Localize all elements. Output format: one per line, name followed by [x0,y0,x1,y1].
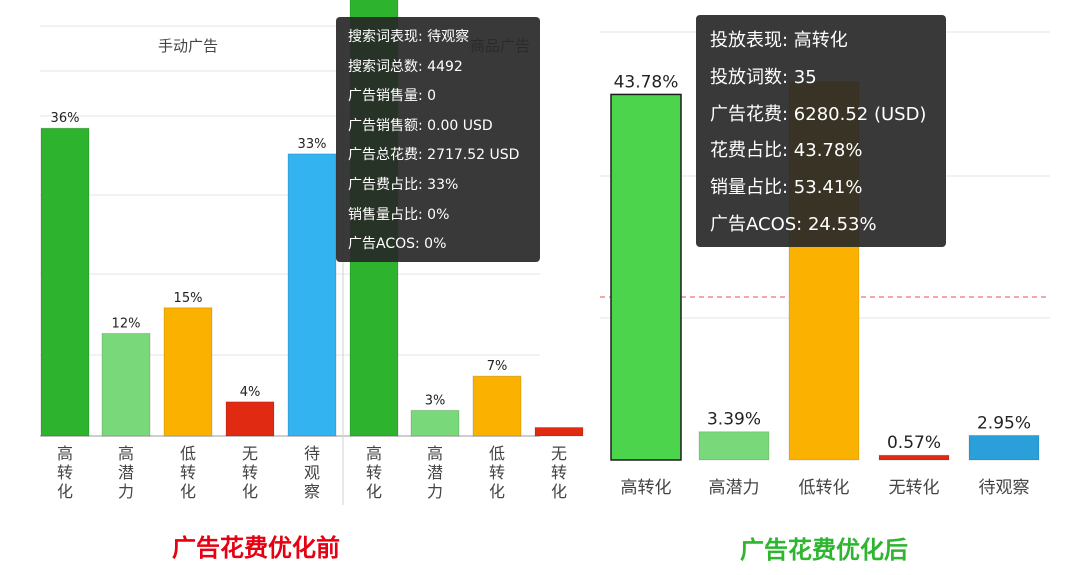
tooltip-before-row-7: 广告ACOS: 0% [348,236,447,253]
value-label-0-2: 15% [174,291,203,306]
category-label-1-0-2: 化 [366,482,382,501]
category-label-1-3-0: 无 [551,444,567,463]
tooltip-before-row-1: 搜索词总数: 4492 [348,58,463,75]
tooltip-before: 搜索词表现: 待观察 搜索词总数: 4492 广告销售量: 0 广告销售额: 0.00… [336,17,540,262]
tooltip-after-row-3: 花费占比: 43.78% [710,140,863,162]
category-label-1-2-0: 低 [489,444,505,463]
group-title-0: 手动广告 [158,37,218,55]
tooltip-before-row-6: 销售量占比: 0% [348,206,450,223]
category-label-1-1-1: 潜 [427,463,443,482]
tooltip-after-row-4: 销量占比: 53.41% [710,177,863,199]
category-label-after-2: 低转化 [799,478,850,498]
tooltip-before-row-2: 广告销售量: 0 [348,88,437,105]
category-label-after-4: 待观察 [979,478,1030,498]
bar-1-1 [410,409,460,437]
tooltip-before-row-4: 广告总花费: 2717.52 USD [348,147,520,164]
value-label-1-2: 7% [487,359,508,374]
caption-after: 广告花费优化后 [740,536,908,564]
category-label-0-4-2: 察 [304,482,320,501]
category-label-0-3-1: 转 [242,463,258,482]
category-label-0-0-0: 高 [57,444,73,463]
category-label-0-1-2: 力 [118,482,134,501]
value-label-after-4: 2.95% [977,413,1031,433]
category-label-0-3-0: 无 [242,444,258,463]
bar-after-4 [968,434,1040,461]
category-label-0-4-0: 待 [304,444,320,463]
bar-0-4 [287,153,337,437]
category-label-after-1: 高潜力 [709,478,760,498]
tooltip-before-row-5: 广告费占比: 33% [348,176,459,193]
category-label-1-2-1: 转 [489,463,505,482]
bar-1-3 [534,426,584,437]
category-label-1-3-2: 化 [551,482,567,501]
bar-after-0 [610,93,682,461]
tooltip-before-row-0: 搜索词表现: 待观察 [348,29,470,45]
category-label-1-0-1: 转 [366,463,382,482]
value-label-after-0: 43.78% [614,72,679,92]
bar-after-3 [878,454,950,461]
category-label-0-4-1: 观 [304,463,320,482]
category-label-0-0-2: 化 [57,482,73,501]
tooltip-after: 投放表现: 高转化 投放词数: 35 广告花费: 6280.52 (USD) 花费占比… [696,15,946,247]
category-label-after-3: 无转化 [889,478,940,498]
tooltip-after-row-1: 投放词数: 35 [710,66,817,88]
value-label-0-3: 4% [240,385,261,400]
tooltip-after-row-2: 广告花费: 6280.52 (USD) [710,103,927,125]
value-label-after-1: 3.39% [707,410,761,430]
bar-0-0 [40,127,90,437]
bar-0-1 [101,332,151,437]
bar-after-1 [698,431,770,461]
category-label-1-1-2: 力 [427,482,443,501]
bar-1-2 [472,375,522,437]
value-label-after-3: 0.57% [887,433,941,453]
category-label-0-2-0: 低 [180,444,196,463]
bar-0-3 [225,401,275,437]
value-label-1-1: 3% [425,393,446,408]
bar-0-2 [163,307,213,437]
value-label-0-4: 33% [298,137,327,152]
category-label-0-2-1: 转 [180,463,196,482]
category-label-after-0: 高转化 [621,478,672,498]
category-label-1-1-0: 高 [427,444,443,463]
tooltip-after-row-0: 投放表现: 高转化 [710,30,848,51]
category-label-0-1-0: 高 [118,444,134,463]
category-label-1-3-1: 转 [551,463,567,482]
category-label-0-2-2: 化 [180,482,196,501]
value-label-0-1: 12% [112,316,141,331]
category-label-1-2-2: 化 [489,482,505,501]
value-label-0-0: 36% [51,111,80,126]
category-label-0-0-1: 转 [57,463,73,482]
category-label-1-0-0: 高 [366,444,382,463]
category-label-0-3-2: 化 [242,482,258,501]
tooltip-after-row-5: 广告ACOS: 24.53% [710,213,877,235]
caption-before: 广告花费优化前 [172,534,340,562]
category-label-0-1-1: 潜 [118,463,134,482]
tooltip-before-row-3: 广告销售额: 0.00 USD [348,117,493,134]
